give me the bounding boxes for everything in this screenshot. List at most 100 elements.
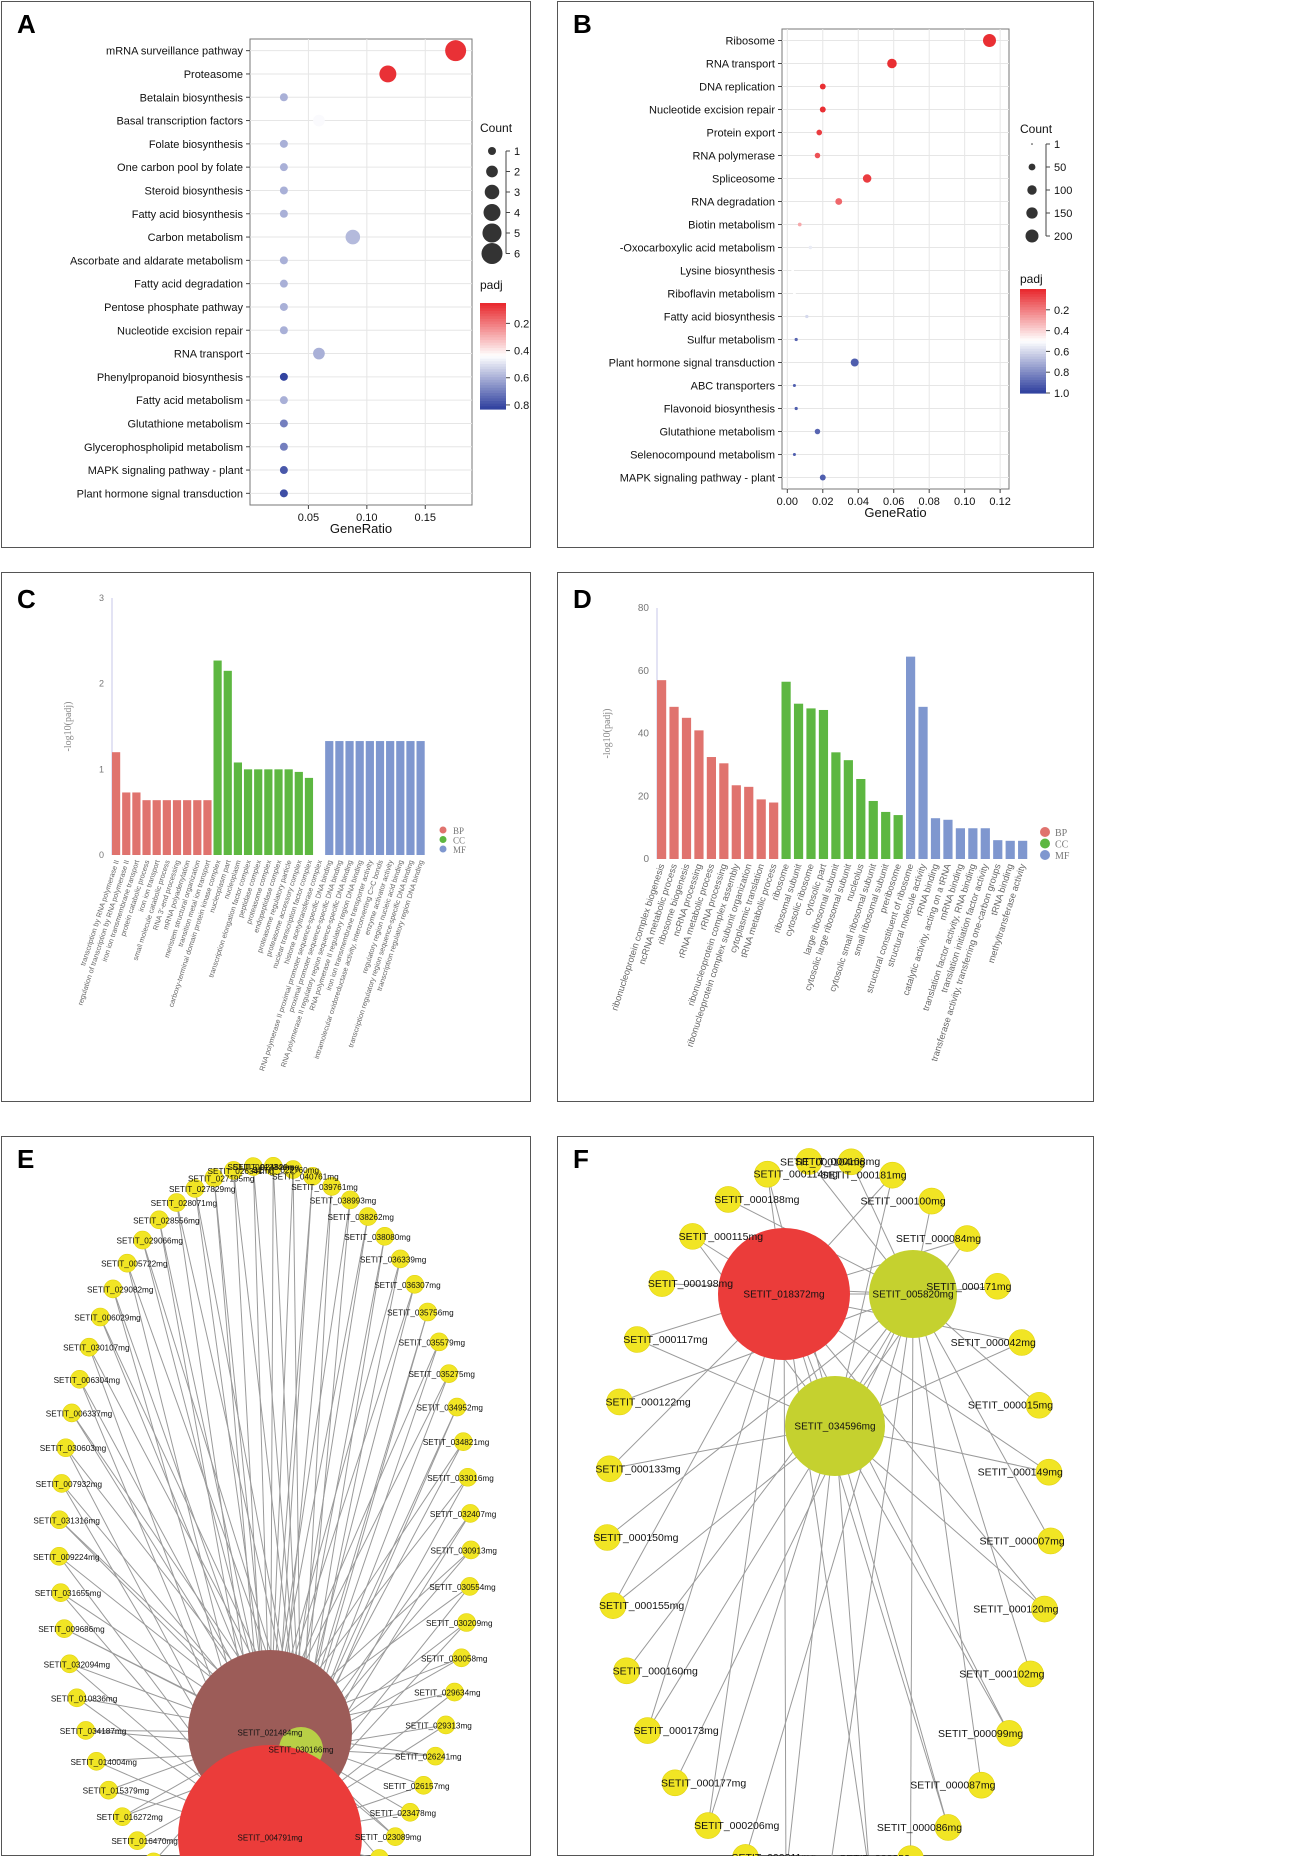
colorbar-segment (1020, 367, 1046, 371)
leaf-node (452, 1648, 471, 1668)
leaf-node (167, 1193, 186, 1212)
bar (943, 819, 953, 859)
data-point (792, 452, 796, 457)
colorbar-segment (480, 390, 506, 394)
colorbar-segment (480, 403, 506, 407)
legend-count-label: 2 (514, 167, 520, 179)
network-edge (647, 1293, 785, 1731)
network-edge (912, 1293, 1031, 1675)
y-tick-label: Flavonoid biosynthesis (664, 404, 776, 416)
leaf-node (613, 1657, 640, 1685)
leaf-label: SETIT_031655mg (35, 1589, 102, 1598)
leaf-node (87, 1752, 106, 1771)
colorbar-segment (480, 332, 506, 336)
leaf-node (418, 1302, 437, 1322)
leaf-node (429, 1332, 449, 1352)
leaf-node (340, 1190, 360, 1210)
colorbar-segment (480, 340, 506, 344)
leaf-node (714, 1186, 742, 1213)
x-tick-label: 0.08 (918, 496, 939, 508)
hub-label: SETIT_021484mg (238, 1729, 303, 1738)
bar (843, 760, 853, 859)
leaf-label: SETIT_035275mg (408, 1370, 475, 1379)
bar (706, 757, 716, 859)
y-tick-label: Ascorbate and aldarate metabolism (70, 255, 243, 267)
bar (264, 769, 273, 855)
legend-count-label: 200 (1054, 231, 1072, 243)
network-edge (142, 1239, 271, 1733)
colorbar-segment (480, 310, 506, 315)
leaf-node (370, 1849, 389, 1856)
data-point (279, 139, 288, 148)
bar (955, 828, 965, 859)
legend-count-dot (484, 184, 500, 200)
leaf-node (283, 1160, 303, 1179)
y-tick-label: -Oxocarboxylic acid metabolism (620, 243, 775, 255)
leaf-node (60, 1654, 79, 1674)
hub-node (785, 1376, 885, 1476)
leaf-node (934, 1814, 962, 1841)
y-tick-label: One carbon pool by folate (117, 162, 243, 174)
chart-b-kegg-dotplot: Ribosome RNA transport DNA replication Nucl… (609, 28, 1072, 520)
bar (386, 741, 395, 855)
bar (304, 777, 314, 855)
leaf-node (732, 1844, 759, 1856)
colorbar-tick-label: 0.6 (1054, 346, 1069, 358)
x-tick-label: 0.12 (989, 496, 1010, 508)
data-point (279, 93, 288, 102)
colorbar-segment (480, 305, 506, 309)
legend-count-dot (486, 165, 498, 178)
x-tick-label: 0.04 (848, 496, 869, 508)
leaf-label: SETIT_039761mg (291, 1183, 358, 1192)
leaf-node (754, 1160, 781, 1188)
leaf-label: SETIT_015379mg (83, 1787, 150, 1796)
colorbar-segment (480, 369, 506, 373)
y-tick-label: MAPK signaling pathway - plant (88, 465, 243, 477)
legend-count-dot (1025, 229, 1039, 243)
leaf-node (76, 1721, 96, 1740)
bar (993, 840, 1003, 859)
hub-node (869, 1250, 957, 1338)
network-edge (292, 1169, 302, 1750)
legend-count-label: 4 (514, 208, 520, 220)
leaf-node (50, 1510, 69, 1530)
data-point (797, 222, 802, 227)
leaf-label: SETIT_000104mg (780, 1156, 865, 1168)
colorbar-tick-label: 0.2 (514, 318, 529, 330)
leaf-label: SETIT_006337mg (46, 1409, 113, 1418)
bar (681, 717, 692, 859)
data-point (279, 466, 288, 475)
colorbar-segment (480, 342, 506, 346)
y-tick-label: Phenylpropanoid biosynthesis (97, 372, 244, 384)
leaf-node (918, 1187, 945, 1215)
x-tick-label: 0.05 (298, 512, 319, 524)
data-point (313, 347, 325, 360)
leaf-node (606, 1388, 633, 1416)
colorbar-segment (1020, 385, 1046, 389)
leaf-label: SETIT_009224mg (33, 1553, 100, 1562)
data-point (279, 326, 288, 335)
y-tick-label: Sulfur metabolism (687, 335, 775, 347)
legend-label: MF (1055, 851, 1070, 862)
colorbar-segment (480, 363, 506, 368)
bar (193, 800, 202, 855)
network-edge (783, 1293, 1045, 1610)
colorbar-segment (1020, 354, 1046, 358)
bar (818, 709, 829, 859)
colorbar-segment (1020, 359, 1046, 363)
hub-label: SETIT_005820mg (872, 1290, 953, 1301)
legend-count-dot (483, 204, 501, 221)
colorbar-segment (1020, 369, 1046, 373)
colorbar-segment (1020, 348, 1046, 352)
colorbar-segment (480, 393, 506, 397)
chart-c-go-barplot: 0123-log10(padj)transcription by RNA pol… (63, 593, 466, 1072)
leaf-label: SETIT_016470mg (111, 1837, 178, 1846)
leaf-node (461, 1504, 480, 1523)
data-point (816, 129, 823, 136)
data-point (379, 65, 397, 83)
legend-count-title: Count (1020, 122, 1053, 136)
y-tick-label: RNA transport (706, 59, 775, 71)
hub-node (178, 1745, 362, 1856)
leaf-node (414, 1776, 433, 1795)
bar (345, 741, 354, 855)
